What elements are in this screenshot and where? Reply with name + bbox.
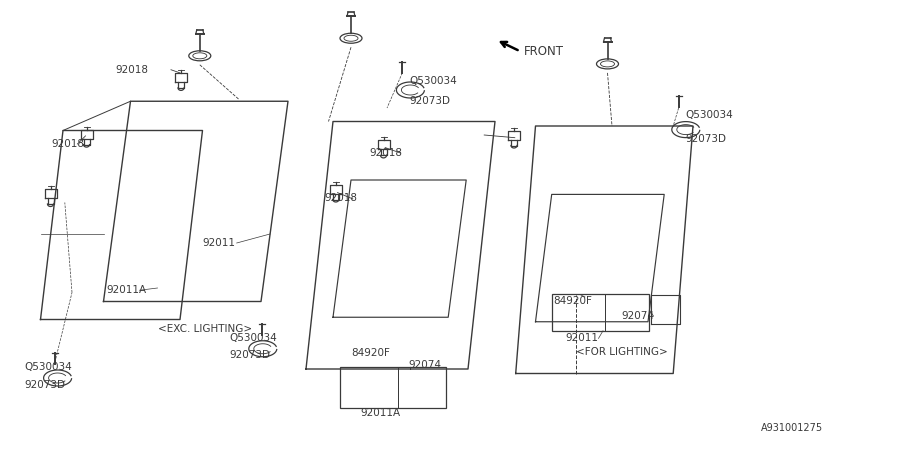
Text: 92073D: 92073D [410, 96, 451, 106]
Bar [340, 367, 446, 408]
Text: FRONT: FRONT [524, 45, 563, 58]
Bar [552, 294, 649, 331]
Text: 92018: 92018 [51, 139, 85, 149]
Text: 92018: 92018 [324, 193, 357, 203]
Text: <FOR LIGHTING>: <FOR LIGHTING> [576, 347, 668, 357]
Text: 84920F: 84920F [554, 297, 592, 306]
Text: 84920F: 84920F [351, 348, 390, 358]
Text: 92018: 92018 [369, 148, 402, 158]
Text: 92073D: 92073D [686, 135, 727, 144]
Text: Q530034: Q530034 [686, 110, 733, 120]
Text: Q530034: Q530034 [230, 333, 277, 343]
Text: 92018: 92018 [115, 65, 148, 75]
Text: 92073D: 92073D [24, 380, 66, 390]
Text: Q530034: Q530034 [24, 362, 72, 372]
Text: 92074: 92074 [409, 360, 442, 370]
Text: 92011: 92011 [565, 333, 599, 343]
Text: <EXC. LIGHTING>: <EXC. LIGHTING> [158, 324, 252, 333]
Text: 92073D: 92073D [230, 351, 271, 360]
Text: 92011: 92011 [202, 238, 236, 248]
Text: 92074: 92074 [621, 311, 654, 321]
Text: Q530034: Q530034 [410, 76, 457, 86]
Text: 92011A: 92011A [360, 408, 400, 418]
Text: A931001275: A931001275 [760, 423, 823, 433]
Text: 92011A: 92011A [106, 285, 147, 295]
